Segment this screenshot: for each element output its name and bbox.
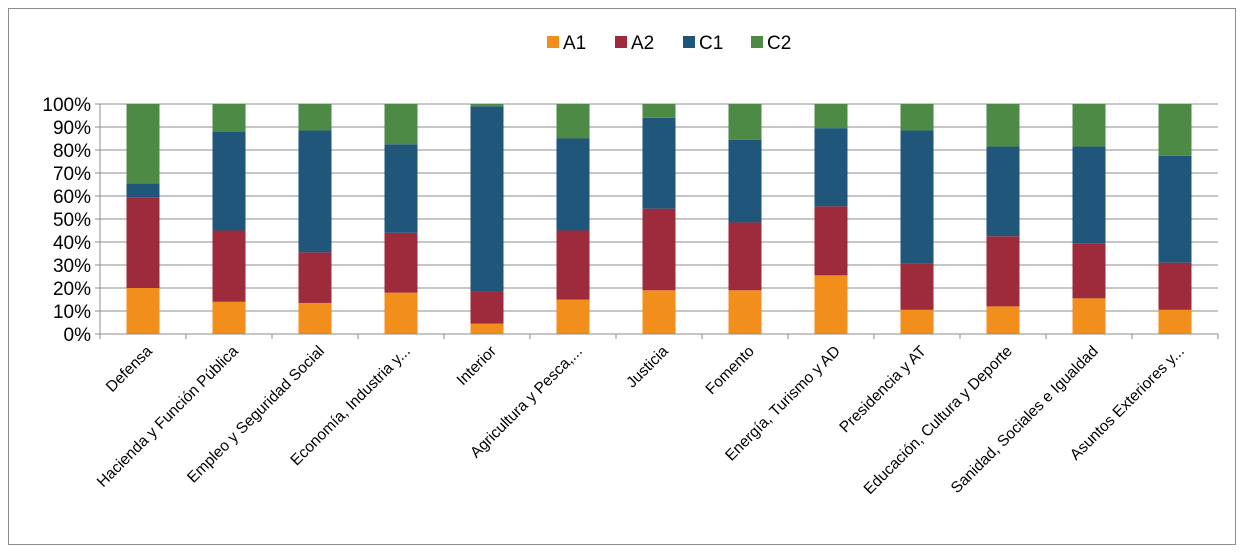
y-tick-label: 40% xyxy=(53,233,91,254)
bar-segment-a2 xyxy=(728,222,762,291)
bar-segment-a2 xyxy=(642,208,676,291)
y-tick-label: 100% xyxy=(42,95,91,116)
y-tick-label: 30% xyxy=(53,256,91,277)
x-category-label: Educación, Cultura y Deporte xyxy=(861,343,1016,498)
bar-segment-c1 xyxy=(298,130,332,253)
y-tick-label: 20% xyxy=(53,279,91,300)
bar-segment-c1 xyxy=(728,139,762,223)
legend-swatch-a1 xyxy=(547,36,559,48)
bar-segment-c1 xyxy=(642,117,676,209)
bar-segment-a1 xyxy=(384,292,418,334)
x-category-label: Sanidad, Sociales e Igualdad xyxy=(948,343,1102,497)
bar-segment-c2 xyxy=(900,104,934,131)
bar-segment-a1 xyxy=(298,302,332,334)
bar-segment-a1 xyxy=(900,309,934,334)
bar-segment-c2 xyxy=(470,104,504,107)
bar-segment-a2 xyxy=(556,230,590,300)
x-category-label: Justicia xyxy=(623,343,672,392)
bar-segment-a2 xyxy=(384,232,418,293)
legend-label-c1: C1 xyxy=(699,33,723,54)
y-tick-label: 60% xyxy=(53,187,91,208)
bar-segment-c2 xyxy=(384,104,418,145)
bar-segment-a2 xyxy=(470,291,504,324)
bar-segment-c1 xyxy=(384,144,418,233)
bar-segment-a2 xyxy=(1072,243,1106,299)
bar-segment-a2 xyxy=(1158,262,1192,310)
bar-segment-c1 xyxy=(900,130,934,264)
bar-segment-c1 xyxy=(470,106,504,292)
x-category-label: Hacienda y Función Pública xyxy=(94,343,242,491)
legend-swatch-a2 xyxy=(615,36,627,48)
bar-segment-c1 xyxy=(556,138,590,231)
bar-segment-c1 xyxy=(212,131,246,231)
bar-segment-c2 xyxy=(556,104,590,139)
bar-segment-c2 xyxy=(1072,104,1106,147)
bar-segment-c2 xyxy=(1158,104,1192,156)
bar-segment-c1 xyxy=(986,146,1020,237)
y-tick-label: 70% xyxy=(53,164,91,185)
bars xyxy=(126,104,1192,334)
bar-segment-a2 xyxy=(900,263,934,310)
x-category-label: Defensa xyxy=(103,343,156,396)
bar-segment-c2 xyxy=(728,104,762,140)
bar-segment-c1 xyxy=(126,183,160,198)
y-tick-label: 50% xyxy=(53,210,91,231)
bar-segment-c1 xyxy=(1072,146,1106,244)
bar-segment-c2 xyxy=(814,104,848,129)
legend-label-c2: C2 xyxy=(767,33,791,54)
y-tick-label: 80% xyxy=(53,141,91,162)
legend-label-a2: A2 xyxy=(631,33,654,54)
bar-segment-a2 xyxy=(212,230,246,302)
bar-segment-a2 xyxy=(298,252,332,303)
legend-swatch-c1 xyxy=(683,36,695,48)
bar-segment-c2 xyxy=(642,104,676,118)
y-tick-label: 0% xyxy=(64,325,92,346)
y-tick-label: 10% xyxy=(53,302,91,323)
bar-segment-a1 xyxy=(126,288,160,334)
bar-segment-a1 xyxy=(814,275,848,334)
bar-segment-c1 xyxy=(1158,155,1192,263)
bar-segment-a1 xyxy=(728,290,762,334)
bar-segment-c1 xyxy=(814,128,848,207)
bar-segment-c2 xyxy=(212,104,246,132)
y-axis: 0%10%20%30%40%50%60%70%80%90%100% xyxy=(42,95,101,346)
bar-segment-a2 xyxy=(986,236,1020,307)
bar-segment-c2 xyxy=(986,104,1020,147)
y-tick-label: 90% xyxy=(53,118,91,139)
bar-segment-a1 xyxy=(1072,298,1106,334)
bar-segment-a2 xyxy=(814,206,848,276)
bar-segment-a1 xyxy=(986,306,1020,334)
x-category-label: Fomento xyxy=(703,343,758,398)
legend: A1 A2 C1 C2 xyxy=(547,33,791,54)
legend-swatch-c2 xyxy=(751,36,763,48)
bar-segment-a1 xyxy=(470,323,504,334)
bar-segment-c2 xyxy=(126,104,160,184)
bar-segment-a1 xyxy=(642,290,676,334)
bar-segment-a2 xyxy=(126,197,160,288)
legend-label-a1: A1 xyxy=(563,33,586,54)
x-category-label: Presidencia y AT xyxy=(836,342,930,436)
bar-segment-a1 xyxy=(556,299,590,334)
bar-segment-c2 xyxy=(298,104,332,131)
x-category-label: Interior xyxy=(454,343,500,389)
bar-segment-a1 xyxy=(1158,309,1192,334)
x-category-label: Empleo y Seguridad Social xyxy=(184,343,328,487)
bar-segment-a1 xyxy=(212,301,246,334)
